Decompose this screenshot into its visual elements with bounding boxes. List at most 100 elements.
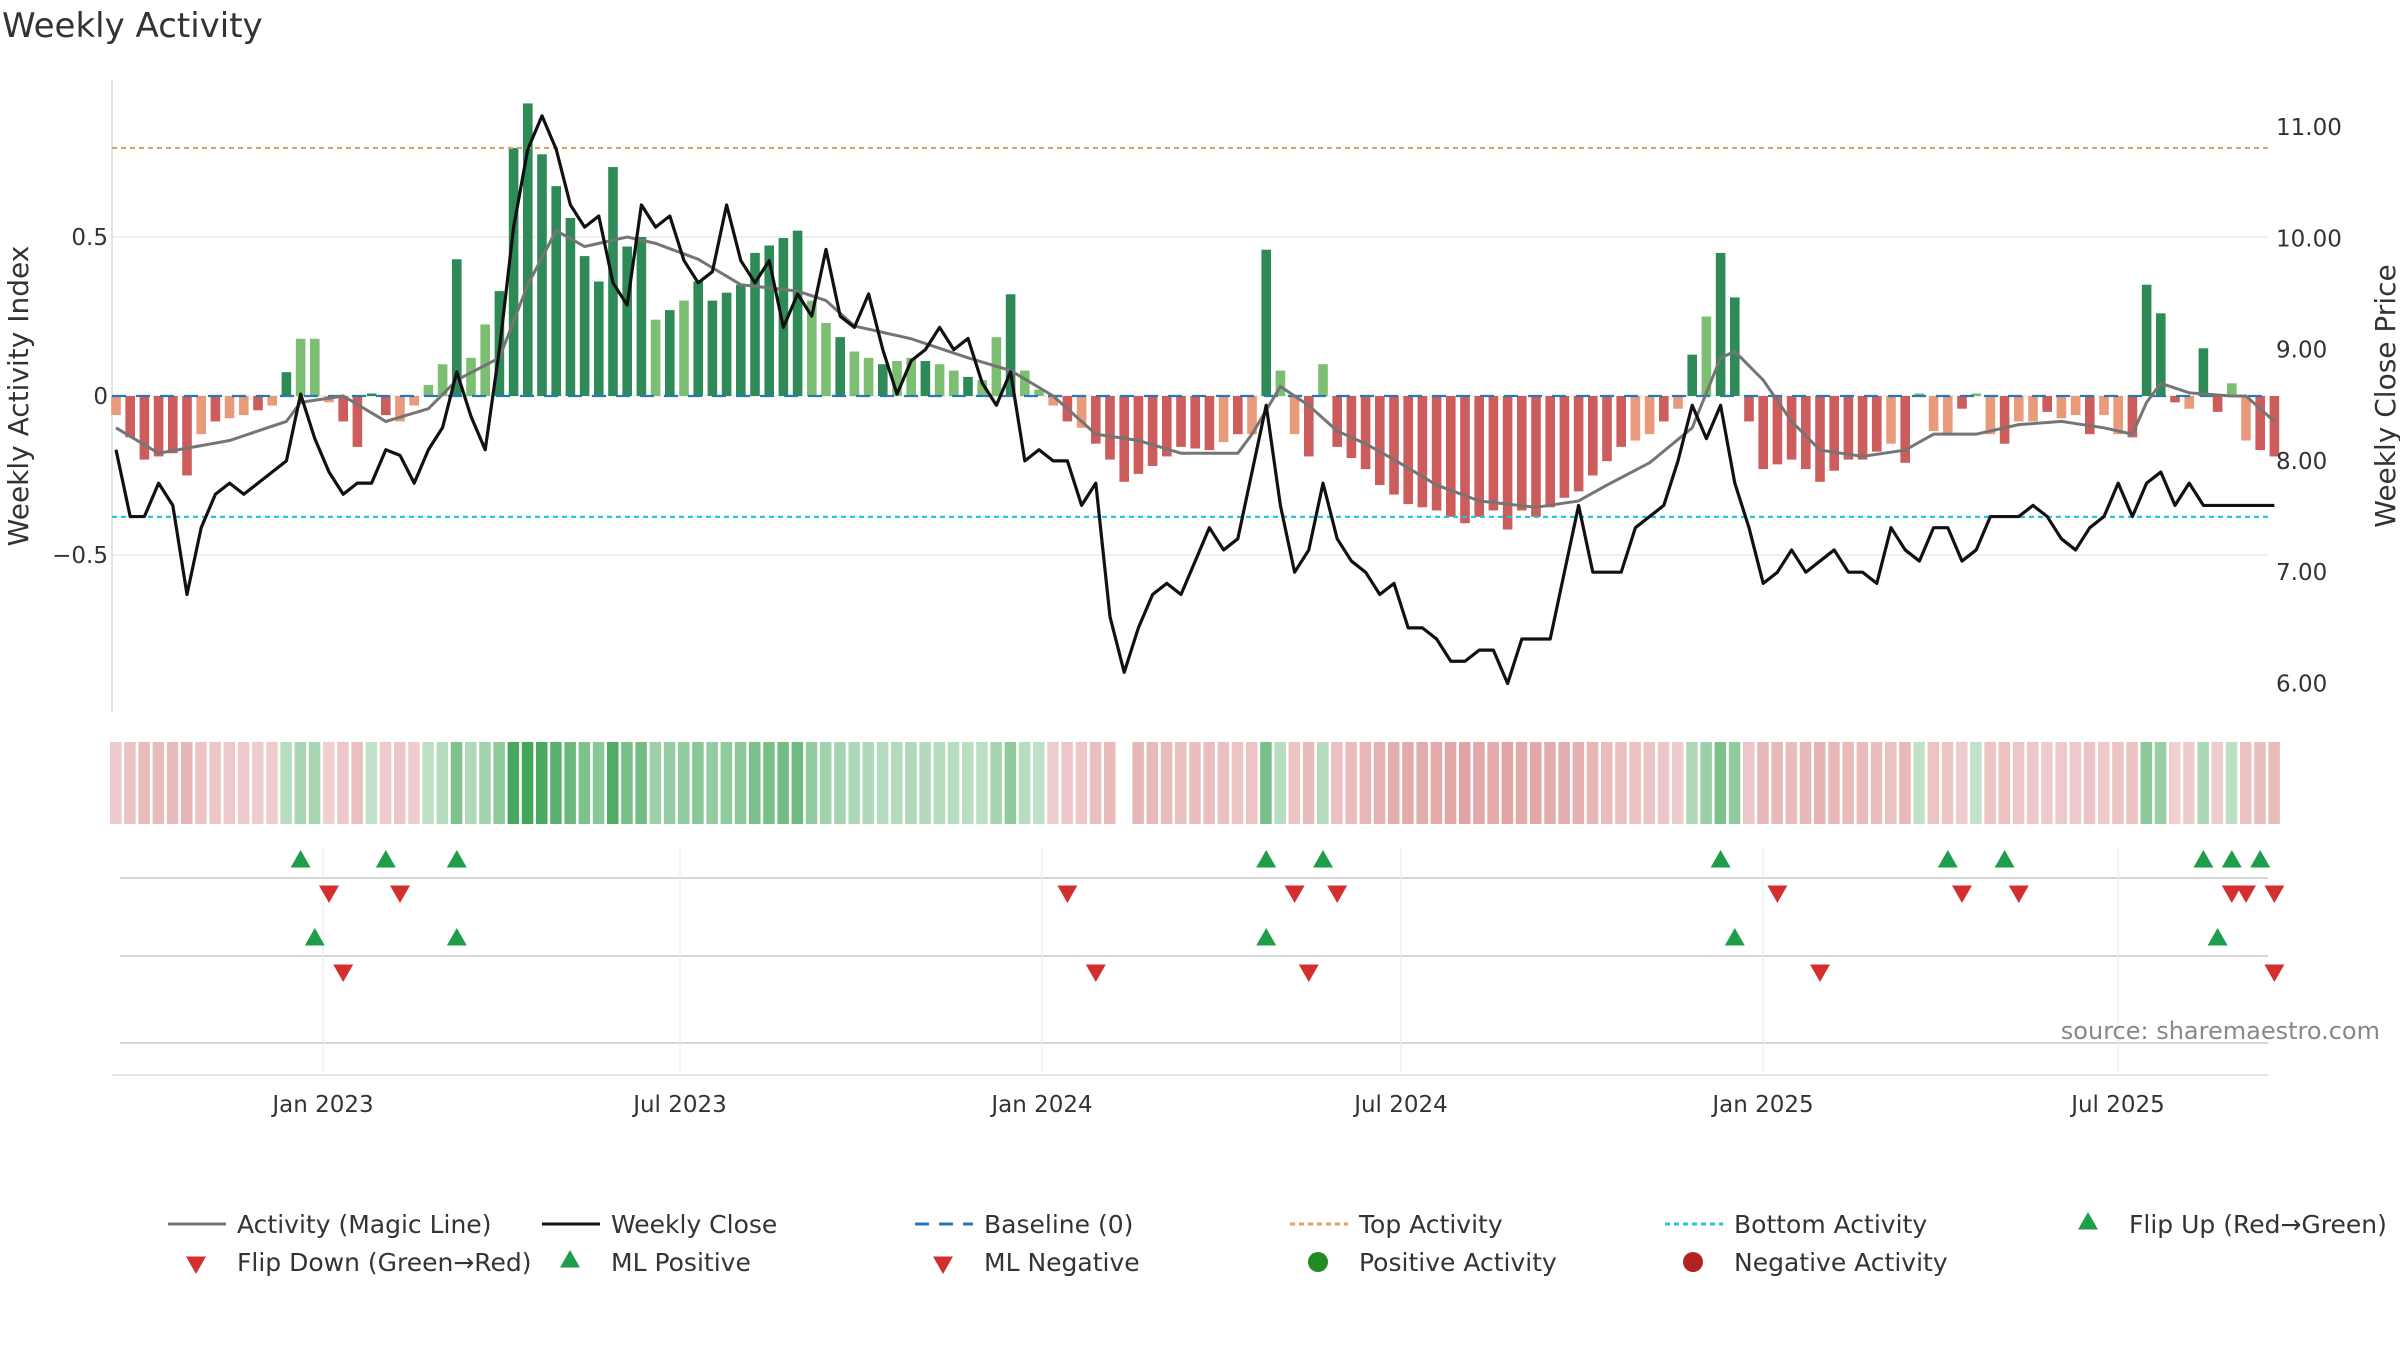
activity-bar [934,364,945,396]
heat-strip-cell [891,742,903,824]
heat-strip-cell [450,742,463,824]
flip-up-marker [1313,850,1333,868]
heat-strip-cell [1317,742,1329,824]
activity-bar [1630,396,1641,441]
activity-bar [1389,396,1399,495]
activity-bar [721,292,732,396]
activity-bar [1162,396,1172,457]
activity-bar [1786,396,1797,460]
flip-up-marker [446,850,467,868]
heat-strip-cell [1160,742,1173,824]
heat-strip-cell [2183,742,2195,824]
heat-strip-cell [521,742,534,824]
heat-strip-cell [2012,742,2025,824]
y2-tick-label: 8.00 [2276,449,2327,475]
activity-bar [1318,364,1328,396]
heat-strip-cell [1913,742,1925,824]
activity-bar [1659,396,1669,422]
activity-bar [125,396,135,438]
activity-bar [1204,396,1215,451]
heat-strip-cell [1132,742,1144,824]
activity-bar [1346,396,1357,459]
heat-strip-cell [763,742,775,824]
heat-strip-cell [252,742,264,824]
heat-strip-cell [1572,742,1585,824]
heat-strip-cell [876,742,889,824]
heat-strip-cell [394,742,406,824]
heat-strip-cell [592,742,605,824]
activity-bar [111,396,121,416]
heat-strip-cell [1402,742,1414,824]
activity-bar [1147,396,1158,466]
activity-bar [835,337,845,396]
heat-strip-cell [1501,742,1514,824]
heat-strip-cell [1345,742,1357,824]
activity-bar [267,396,277,406]
activity-bar [168,396,178,454]
activity-bar [1247,396,1257,435]
activity-bar [1673,396,1683,409]
activity-bar [452,259,462,396]
activity-bar [210,396,221,422]
heat-strip-cell [1246,742,1258,824]
ml-positive-marker [446,928,467,946]
heat-strip-cell [2169,742,2181,824]
activity-bar [2212,396,2223,412]
heat-strip-cell [138,742,150,824]
y-tick-label: 0 [93,384,108,410]
heat-strip-cell [1544,742,1556,824]
heat-strip-cell [1388,742,1400,824]
activity-bar [1928,396,1939,431]
heat-strip-cell [1785,742,1798,824]
activity-bar [1602,396,1612,462]
heat-strip-cell [777,742,789,824]
legend-marker [1308,1252,1328,1272]
activity-bar [2085,396,2095,435]
activity-bar [1091,396,1101,444]
magic-line [115,228,2276,509]
activity-bar [1048,396,1058,406]
flip-down-marker [1767,885,1788,903]
flip-down-marker [1284,885,1305,903]
heat-strip-cell [1870,742,1883,824]
activity-bar [182,396,192,476]
heat-strip-cell [1331,742,1343,824]
heat-strip-cell [1743,742,1755,824]
activity-bar [792,230,803,396]
heat-strip-cell [734,742,747,824]
activity-bar [2227,383,2237,396]
heat-strip-cell [2069,742,2082,824]
ml-positive-marker [1724,928,1745,946]
activity-bar [622,246,632,396]
activity-bar [423,384,434,396]
heat-strip-cell [2041,742,2053,824]
legend-label: ML Positive [611,1248,751,1277]
heat-strip-cell [1018,742,1031,824]
flip-down-marker [319,885,339,903]
heat-strip-cell [2083,742,2096,824]
activity-bar [2070,396,2081,416]
activity-bar [409,396,419,406]
heat-strip-cell [749,742,761,824]
flip-down-marker [1952,885,1972,903]
heat-strip-cell [820,742,832,824]
heat-strip-cell [692,742,704,824]
heat-strip-cell [436,742,449,824]
activity-bar [1715,252,1726,396]
heat-strip-cell [550,742,562,824]
legend-label: Top Activity [1358,1210,1503,1239]
y-axis-label: Weekly Activity Index [2,246,35,547]
activity-bar [1460,396,1470,524]
activity-bar [1644,396,1655,435]
activity-bar [2014,396,2024,422]
heat-strip-cell [1714,742,1727,824]
heat-strip-cell [1799,742,1812,824]
heat-strip-cell [2055,742,2067,824]
activity-bar [1076,396,1087,428]
legend-label: Weekly Close [611,1210,777,1239]
activity-bar [594,281,604,396]
activity-bar [1332,396,1342,447]
activity-bar [736,284,746,396]
activity-bar [1020,370,1030,396]
